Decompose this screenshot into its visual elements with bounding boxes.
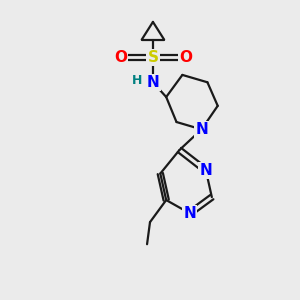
Text: N: N [195, 122, 208, 137]
Text: S: S [147, 50, 158, 65]
Text: O: O [114, 50, 127, 65]
Text: N: N [147, 75, 159, 90]
Text: N: N [183, 206, 196, 221]
Text: O: O [179, 50, 192, 65]
Text: H: H [132, 74, 142, 87]
Text: N: N [200, 163, 212, 178]
